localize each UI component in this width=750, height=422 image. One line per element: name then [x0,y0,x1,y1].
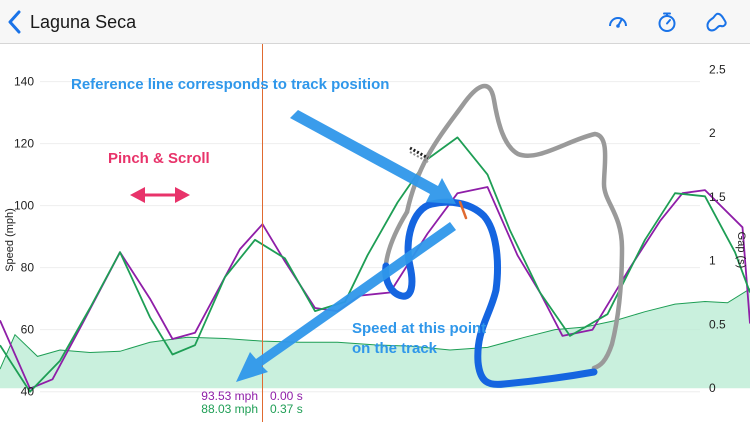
annotation-reference-line: Reference line corresponds to track posi… [71,76,390,93]
readout-green-gap: 0.37 s [270,402,303,416]
speedometer-button[interactable] [602,6,634,38]
readout-purple-speed: 93.53 mph [201,389,258,403]
back-button[interactable]: Laguna Seca [8,6,136,38]
speed-series [0,136,750,393]
pinch-scroll-arrow-icon [130,187,190,203]
readout-purple-gap: 0.00 s [270,389,303,403]
y2-tick-label: 2.5 [709,62,726,76]
y2-tick-label: 1.5 [709,190,726,204]
y-tick-label: 40 [21,385,35,399]
gap-series [0,288,750,389]
track-map-button[interactable] [700,6,732,38]
track-outline-left [383,209,410,267]
y-tick-label: 120 [14,137,34,151]
annotation-speed-line1: Speed at this point [352,320,487,337]
navigation-bar: Laguna Seca [0,0,750,44]
track-map [382,83,625,388]
readout-green-speed: 88.03 mph [201,402,258,416]
track-position-marker [458,200,468,220]
arrow-to-track-position [290,110,456,204]
series-line-green [0,136,750,393]
series-line-purple [0,186,750,390]
stopwatch-button[interactable] [651,6,683,38]
readout-row-green: 88.03 mph 0.37 s [186,402,303,416]
gap-line [0,288,750,370]
annotation-arrows [130,110,456,382]
y-tick-label: 140 [14,75,34,89]
track-outline [404,83,625,371]
y2-tick-label: 1 [709,254,716,268]
chevron-left-icon [8,10,21,34]
value-readout: 93.53 mph 0.00 s 88.03 mph 0.37 s [186,389,303,416]
stopwatch-icon [658,12,676,32]
annotation-speed-point: Speed at this point on the track [352,319,522,359]
arrow-to-readout [236,222,456,382]
y-tick-label: 60 [21,323,35,337]
y2-tick-label: 2 [709,126,716,140]
start-finish-flag-icon [409,146,429,163]
y2-axis-label: Gap (s) [735,232,747,269]
y-axis-label: Speed (mph) [4,208,16,272]
y-tick-label: 80 [21,261,35,275]
y-tick-label: 100 [14,199,34,213]
speedometer-icon [609,17,627,28]
axis-ticks: 140 120 100 80 60 40 2.5 2 1.5 1 0.5 0 [14,62,726,398]
track-highlight [382,198,598,388]
y2-tick-label: 0 [709,381,716,395]
y2-tick-label: 0.5 [709,317,726,331]
readout-row-purple: 93.53 mph 0.00 s [186,389,303,403]
page-title: Laguna Seca [30,11,137,32]
annotation-speed-line2: on the track [352,340,438,357]
track-map-icon [706,12,727,32]
annotation-pinch-scroll: Pinch & Scroll [108,150,210,167]
gap-area [0,288,750,389]
